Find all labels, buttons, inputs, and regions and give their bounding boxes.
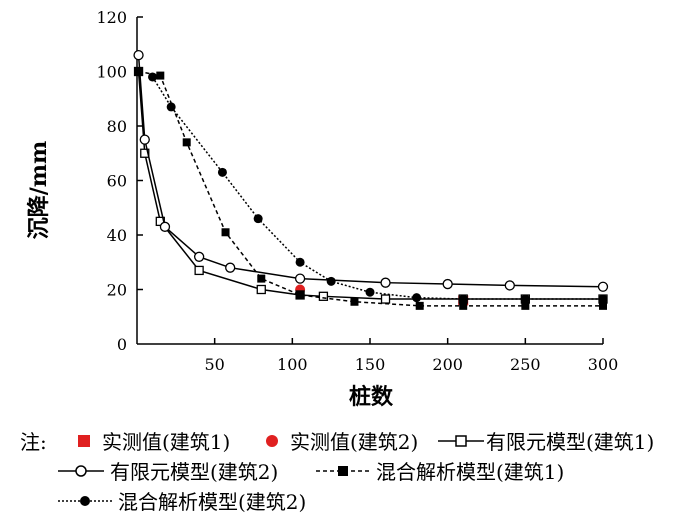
- x-tick-label: 250: [510, 355, 541, 374]
- series-line: [137, 71, 603, 300]
- data-point: [139, 134, 150, 145]
- dotted-filled-circle-line-icon: [58, 495, 112, 506]
- data-point: [140, 148, 150, 158]
- series-dotted-filled-circle: [148, 72, 608, 304]
- data-point: [294, 273, 306, 284]
- data-point: [166, 102, 176, 112]
- y-tick-label: 60: [107, 172, 127, 191]
- data-point: [225, 262, 236, 273]
- x-tick-label: 50: [204, 355, 224, 374]
- data-point: [134, 67, 143, 76]
- solid-open-circle-line-icon: [58, 464, 104, 477]
- legend-item-measured-2: 实测值(建筑2): [266, 426, 418, 455]
- series-solid-open-circle: [133, 50, 609, 292]
- legend-label: 实测值(建筑1): [102, 430, 231, 454]
- data-point: [182, 138, 191, 147]
- data-point: [521, 301, 530, 310]
- data-point: [257, 274, 266, 283]
- legend-item-fem-1: 有限元模型(建筑1): [438, 426, 654, 455]
- axes: 0 20 40 60 80 100 120 50 100 150 200 250 300: [96, 8, 618, 374]
- x-axis-label: 桩数: [349, 384, 394, 410]
- data-point: [415, 301, 424, 310]
- legend-item-hybrid-1: 混合解析模型(建筑1): [316, 456, 564, 485]
- data-point: [296, 290, 305, 299]
- data-point: [133, 50, 144, 61]
- red-square-marker-icon: [78, 434, 90, 447]
- red-circle-marker-icon: [266, 434, 278, 447]
- legend-item-measured-1: 实测值(建筑1): [78, 426, 230, 455]
- data-point: [520, 294, 530, 304]
- data-point: [295, 257, 305, 267]
- data-point: [318, 291, 329, 301]
- series-dashed-filled-square: [134, 67, 607, 310]
- data-point: [365, 287, 375, 297]
- legend-item-hybrid-2: 混合解析模型(建筑2): [58, 486, 306, 515]
- legend-prefix: 注:: [20, 430, 47, 454]
- data-point: [350, 297, 359, 306]
- data-point: [442, 278, 453, 290]
- y-tick-label: 100: [96, 63, 127, 82]
- x-tick-label: 200: [432, 355, 463, 374]
- dashed-filled-square-line-icon: [316, 465, 370, 476]
- x-tick-label: 300: [588, 355, 619, 374]
- y-axis-label: 沉降/mm: [26, 141, 52, 240]
- series-line: [138, 70, 603, 307]
- y-tick-label: 0: [117, 335, 127, 354]
- x-tick-label: 100: [277, 355, 308, 374]
- data-point: [412, 293, 422, 303]
- data-point: [253, 214, 263, 224]
- y-tick-label: 40: [107, 226, 127, 245]
- solid-open-square-line-icon: [438, 434, 484, 447]
- series-layer: [133, 50, 609, 310]
- data-point: [326, 276, 336, 286]
- legend-label: 有限元模型(建筑1): [486, 430, 655, 454]
- data-point: [256, 284, 266, 295]
- series-line: [137, 55, 604, 288]
- data-point: [458, 294, 468, 304]
- legend: 注: 实测值(建筑1) 实测值(建筑2) 有限元模型(建筑1) 有限元模型(建筑…: [0, 412, 700, 515]
- y-tick-label: 80: [107, 117, 127, 136]
- legend-label: 实测值(建筑2): [290, 430, 419, 454]
- data-point: [148, 72, 158, 82]
- legend-label: 混合解析模型(建筑1): [376, 460, 565, 484]
- y-tick-label: 20: [107, 281, 127, 300]
- data-point: [598, 294, 608, 304]
- y-tick-label: 120: [96, 8, 127, 27]
- data-point: [599, 301, 607, 310]
- data-point: [380, 277, 391, 288]
- data-point: [380, 294, 391, 304]
- data-point: [597, 281, 609, 292]
- data-point: [504, 280, 515, 291]
- data-point: [459, 301, 468, 310]
- x-tick-label: 150: [355, 355, 386, 374]
- data-point: [194, 265, 204, 276]
- legend-label: 有限元模型(建筑2): [110, 460, 279, 484]
- legend-label: 混合解析模型(建筑2): [118, 490, 307, 514]
- data-point: [217, 167, 227, 177]
- data-point: [221, 228, 230, 237]
- data-point: [193, 251, 205, 262]
- data-point: [156, 71, 165, 80]
- chart-canvas: 0 20 40 60 80 100 120 50 100 150 200 250 300 沉降/mm 桩…: [26, 8, 618, 410]
- legend-item-fem-2: 有限元模型(建筑2): [58, 456, 278, 485]
- series-line: [151, 76, 603, 300]
- data-point: [159, 221, 171, 232]
